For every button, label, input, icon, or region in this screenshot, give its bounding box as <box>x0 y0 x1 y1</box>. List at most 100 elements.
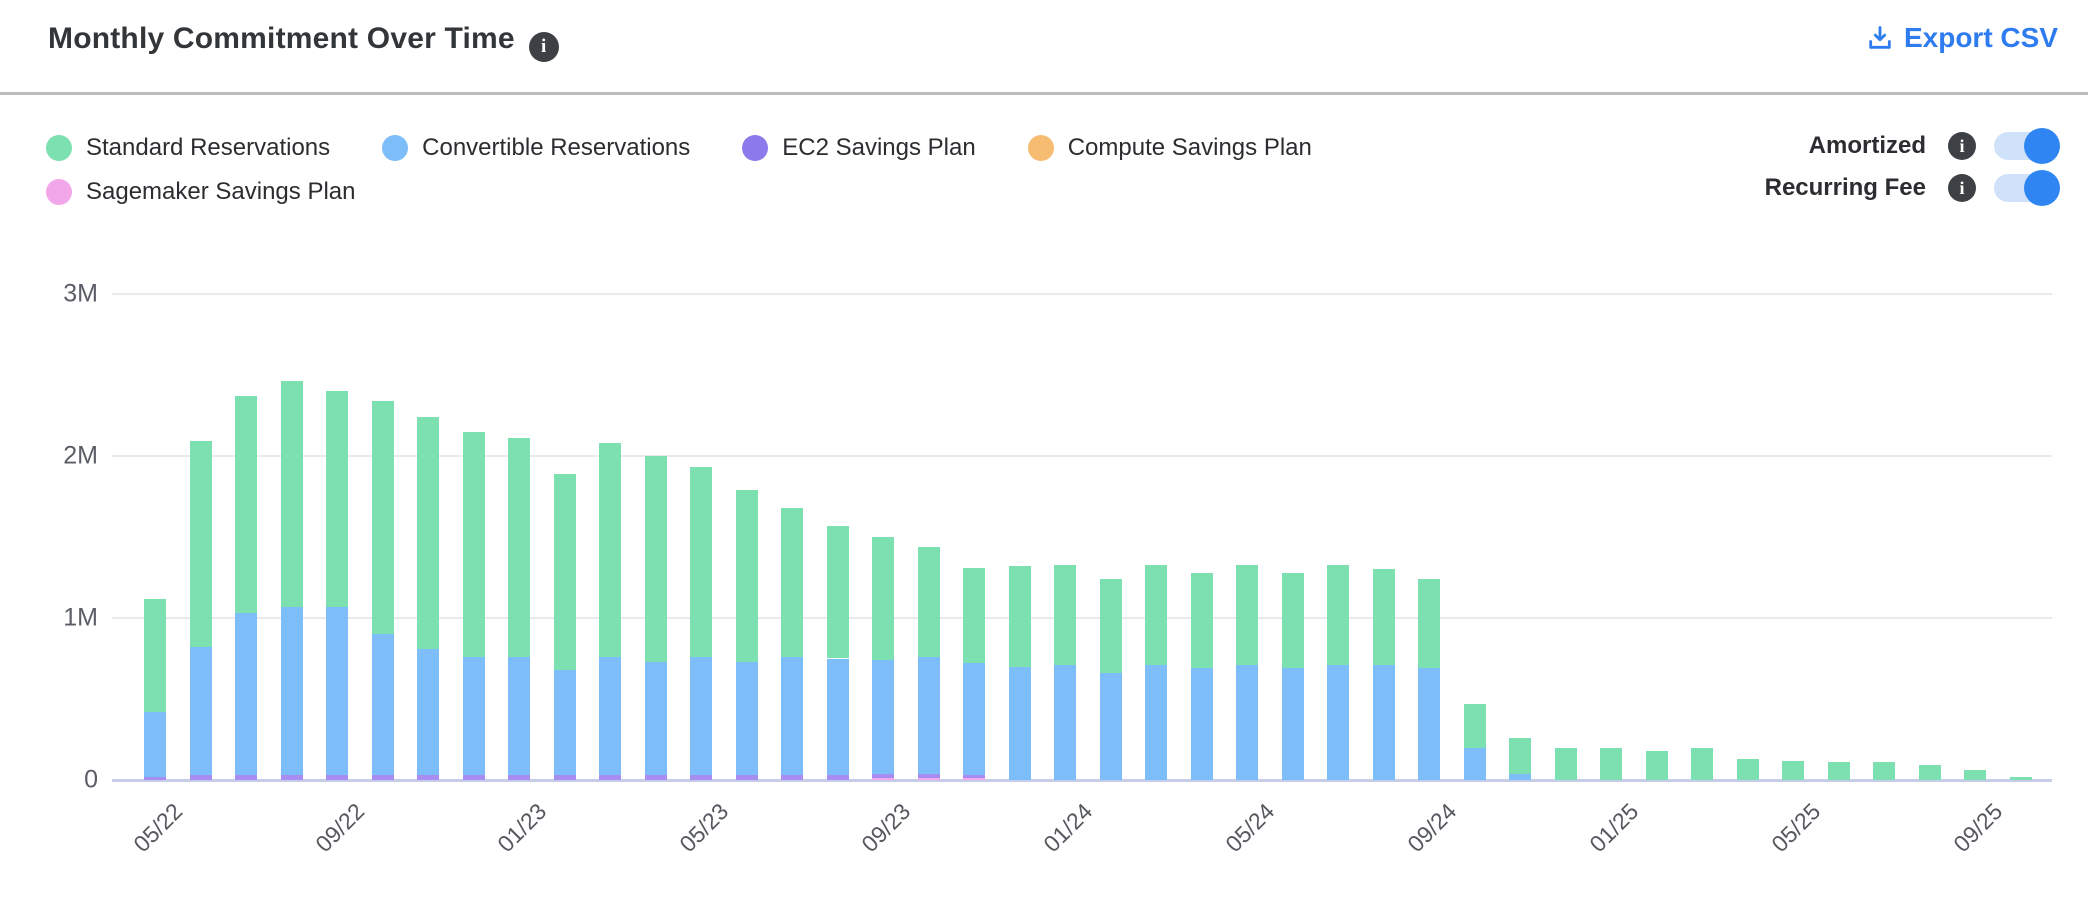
bar-segment-04-23-standard-reservations[interactable] <box>644 456 667 662</box>
bar-segment-01-23-convertible-reservations[interactable] <box>508 656 530 776</box>
bar-segment-02-23-standard-reservations[interactable] <box>553 473 576 670</box>
amortized-info-icon[interactable]: i <box>1948 132 1976 160</box>
bar-segment-10-24-standard-reservations[interactable] <box>1463 703 1486 748</box>
bar-segment-11-22-standard-reservations[interactable] <box>417 417 439 649</box>
bar-segment-07-22-standard-reservations[interactable] <box>235 396 257 614</box>
legend-item-standard-reservations[interactable]: Standard Reservations <box>46 134 330 162</box>
bar-segment-08-25-standard-reservations[interactable] <box>1918 765 1941 780</box>
bar-segment-07-23-convertible-reservations[interactable] <box>781 656 803 776</box>
bar-segment-04-24-convertible-reservations[interactable] <box>1190 668 1213 780</box>
bar-segment-10-23-sagemaker-savings-plan[interactable] <box>917 778 940 780</box>
bar-segment-09-22-convertible-reservations[interactable] <box>326 606 348 776</box>
bar-segment-03-23-standard-reservations[interactable] <box>599 443 621 657</box>
bar-segment-12-22-convertible-reservations[interactable] <box>462 656 485 776</box>
bar-segment-10-22-ec2-savings-plan[interactable] <box>371 775 394 780</box>
bar-segment-12-23-standard-reservations[interactable] <box>1008 566 1031 667</box>
bar-segment-08-24-convertible-reservations[interactable] <box>1372 664 1395 780</box>
bar-segment-03-25-standard-reservations[interactable] <box>1691 747 1713 780</box>
bar-segment-06-24-convertible-reservations[interactable] <box>1281 668 1304 780</box>
bar-segment-01-24-standard-reservations[interactable] <box>1054 564 1076 665</box>
bar-segment-09-22-ec2-savings-plan[interactable] <box>326 775 348 780</box>
bar-segment-08-22-convertible-reservations[interactable] <box>280 606 303 776</box>
bar-segment-06-24-standard-reservations[interactable] <box>1281 572 1304 669</box>
bar-segment-07-23-ec2-savings-plan[interactable] <box>781 775 803 780</box>
bar-segment-06-22-ec2-savings-plan[interactable] <box>189 775 212 780</box>
bar-segment-06-22-standard-reservations[interactable] <box>189 441 212 648</box>
bar-segment-11-23-sagemaker-savings-plan[interactable] <box>963 778 985 780</box>
bar-segment-08-22-ec2-savings-plan[interactable] <box>280 775 303 780</box>
bar-segment-03-23-convertible-reservations[interactable] <box>599 656 621 776</box>
bar-segment-03-24-convertible-reservations[interactable] <box>1145 664 1167 780</box>
bar-segment-12-23-convertible-reservations[interactable] <box>1008 666 1031 780</box>
bar-segment-03-23-ec2-savings-plan[interactable] <box>599 775 621 780</box>
bar-segment-09-24-convertible-reservations[interactable] <box>1418 668 1440 780</box>
bar-segment-11-24-convertible-reservations[interactable] <box>1509 773 1531 780</box>
bar-segment-11-22-ec2-savings-plan[interactable] <box>417 775 439 780</box>
bar-segment-01-23-standard-reservations[interactable] <box>508 438 530 657</box>
bar-segment-12-22-ec2-savings-plan[interactable] <box>462 775 485 780</box>
bar-segment-05-23-ec2-savings-plan[interactable] <box>690 775 712 780</box>
bar-segment-06-23-standard-reservations[interactable] <box>735 490 758 662</box>
legend-item-convertible-reservations[interactable]: Convertible Reservations <box>382 134 690 162</box>
bar-segment-09-24-standard-reservations[interactable] <box>1418 579 1440 669</box>
bar-segment-09-23-convertible-reservations[interactable] <box>872 660 894 774</box>
bar-segment-06-25-standard-reservations[interactable] <box>1827 762 1850 780</box>
bar-segment-07-22-ec2-savings-plan[interactable] <box>235 775 257 780</box>
bar-segment-05-24-standard-reservations[interactable] <box>1236 564 1258 665</box>
bar-segment-08-23-ec2-savings-plan[interactable] <box>826 775 849 780</box>
bar-segment-10-22-convertible-reservations[interactable] <box>371 634 394 776</box>
bar-segment-05-23-convertible-reservations[interactable] <box>690 656 712 776</box>
bar-segment-10-25-standard-reservations[interactable] <box>2009 776 2032 780</box>
bar-segment-10-23-standard-reservations[interactable] <box>917 546 940 657</box>
bar-segment-05-23-standard-reservations[interactable] <box>690 467 712 657</box>
legend-item-ec2-savings-plan[interactable]: EC2 Savings Plan <box>742 134 976 162</box>
bar-segment-06-22-convertible-reservations[interactable] <box>189 647 212 776</box>
bar-segment-11-22-convertible-reservations[interactable] <box>417 648 439 776</box>
bar-segment-02-23-convertible-reservations[interactable] <box>553 669 576 776</box>
bar-segment-05-22-ec2-savings-plan[interactable] <box>144 776 166 780</box>
bar-segment-11-24-standard-reservations[interactable] <box>1509 737 1531 774</box>
bar-segment-09-23-sagemaker-savings-plan[interactable] <box>872 778 894 780</box>
bar-segment-08-24-standard-reservations[interactable] <box>1372 569 1395 665</box>
bar-segment-04-24-standard-reservations[interactable] <box>1190 572 1213 669</box>
legend-item-sagemaker-savings-plan[interactable]: Sagemaker Savings Plan <box>46 178 355 206</box>
bar-segment-08-23-standard-reservations[interactable] <box>826 525 849 659</box>
bar-segment-02-23-ec2-savings-plan[interactable] <box>553 775 576 780</box>
bar-segment-03-24-standard-reservations[interactable] <box>1145 564 1167 665</box>
bar-segment-09-23-standard-reservations[interactable] <box>872 537 894 661</box>
bar-segment-02-25-standard-reservations[interactable] <box>1645 750 1668 780</box>
bar-segment-06-23-ec2-savings-plan[interactable] <box>735 775 758 780</box>
bar-segment-02-24-convertible-reservations[interactable] <box>1099 673 1122 780</box>
bar-segment-02-24-standard-reservations[interactable] <box>1099 579 1122 674</box>
bar-segment-05-22-standard-reservations[interactable] <box>144 598 166 712</box>
bar-segment-07-25-standard-reservations[interactable] <box>1873 762 1895 780</box>
bar-segment-07-24-standard-reservations[interactable] <box>1327 564 1349 665</box>
bar-segment-05-24-convertible-reservations[interactable] <box>1236 664 1258 780</box>
bar-segment-04-23-convertible-reservations[interactable] <box>644 661 667 776</box>
bar-segment-12-24-standard-reservations[interactable] <box>1554 747 1577 780</box>
bar-segment-09-23-ec2-savings-plan[interactable] <box>872 773 894 779</box>
bar-segment-05-22-convertible-reservations[interactable] <box>144 711 166 777</box>
amortized-toggle[interactable] <box>1994 128 2060 164</box>
bar-segment-10-22-standard-reservations[interactable] <box>371 400 394 635</box>
bar-segment-01-24-convertible-reservations[interactable] <box>1054 664 1076 780</box>
bar-segment-05-25-standard-reservations[interactable] <box>1782 760 1804 780</box>
bar-segment-06-23-convertible-reservations[interactable] <box>735 661 758 776</box>
bar-segment-08-23-convertible-reservations[interactable] <box>826 658 849 776</box>
export-csv-button[interactable]: Export CSV <box>1866 22 2058 54</box>
bar-segment-10-24-convertible-reservations[interactable] <box>1463 747 1486 780</box>
bar-segment-07-24-convertible-reservations[interactable] <box>1327 664 1349 780</box>
bar-segment-09-25-standard-reservations[interactable] <box>1964 770 1986 780</box>
bar-segment-01-23-ec2-savings-plan[interactable] <box>508 775 530 780</box>
bar-segment-04-25-standard-reservations[interactable] <box>1736 758 1759 780</box>
bar-segment-11-23-standard-reservations[interactable] <box>963 567 985 664</box>
title-info-icon[interactable]: i <box>528 32 559 62</box>
bar-segment-10-23-ec2-savings-plan[interactable] <box>917 773 940 779</box>
legend-item-compute-savings-plan[interactable]: Compute Savings Plan <box>1027 134 1312 162</box>
bar-segment-09-22-standard-reservations[interactable] <box>326 391 348 607</box>
bar-segment-12-22-standard-reservations[interactable] <box>462 431 485 657</box>
bar-segment-01-25-standard-reservations[interactable] <box>1600 747 1622 780</box>
bar-segment-04-23-ec2-savings-plan[interactable] <box>644 775 667 780</box>
recurring-fee-toggle[interactable] <box>1994 170 2060 206</box>
bar-segment-07-22-convertible-reservations[interactable] <box>235 613 257 776</box>
